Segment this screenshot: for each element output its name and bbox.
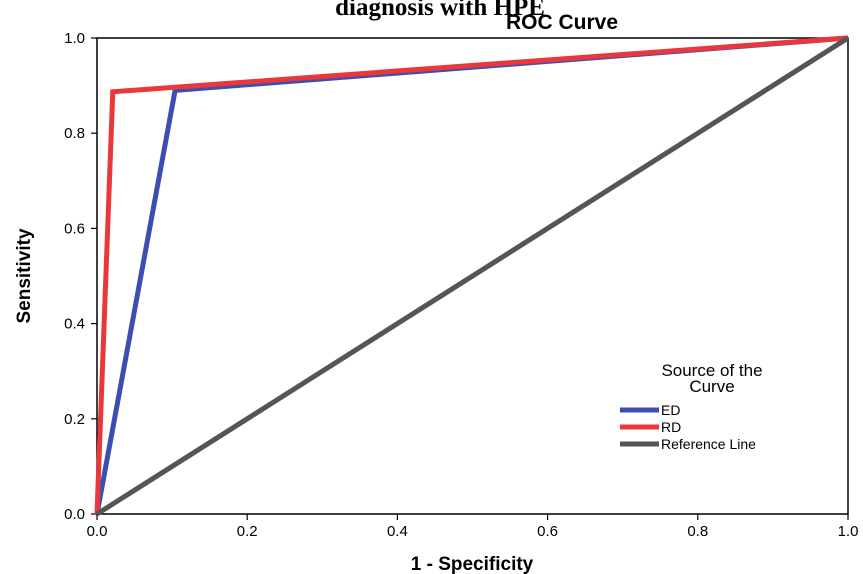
x-axis-title: 1 - Specificity: [411, 554, 534, 574]
x-tick-label: 0.4: [387, 523, 408, 540]
x-tick-label: 0.6: [537, 523, 558, 540]
x-axis: 0.0 0.2 0.4 0.6 0.8 1.0: [87, 514, 859, 540]
x-tick-label: 1.0: [838, 523, 859, 540]
legend-title-line-1: Source of the: [661, 361, 762, 380]
y-tick-label: 1.0: [64, 30, 85, 47]
x-tick-label: 0.0: [87, 523, 108, 540]
legend-label-reference-line: Reference Line: [661, 436, 756, 452]
y-tick-label: 0.6: [64, 220, 85, 237]
x-tick-label: 0.8: [687, 523, 708, 540]
y-tick-label: 0.2: [64, 411, 85, 428]
y-tick-label: 0.8: [64, 125, 85, 142]
y-tick-label: 0.4: [64, 316, 85, 333]
legend-label-ed: ED: [661, 402, 680, 418]
plot-frame: [96, 37, 849, 515]
legend-title-line-2: Curve: [689, 377, 734, 396]
x-tick-label: 0.2: [237, 523, 258, 540]
series-layer: [94, 35, 850, 517]
y-axis-title: Sensitivity: [14, 228, 35, 323]
series-line-reference-line: [95, 35, 850, 517]
y-axis: 0.0 0.2 0.4 0.6 0.8 1.0: [64, 30, 97, 523]
series-line-rd: [94, 35, 849, 515]
y-tick-label: 0.0: [64, 506, 85, 523]
chart-title: ROC Curve: [506, 11, 618, 34]
legend-label-rd: RD: [661, 419, 681, 435]
cut-off-title: diagnosis with HPE: [335, 0, 545, 21]
